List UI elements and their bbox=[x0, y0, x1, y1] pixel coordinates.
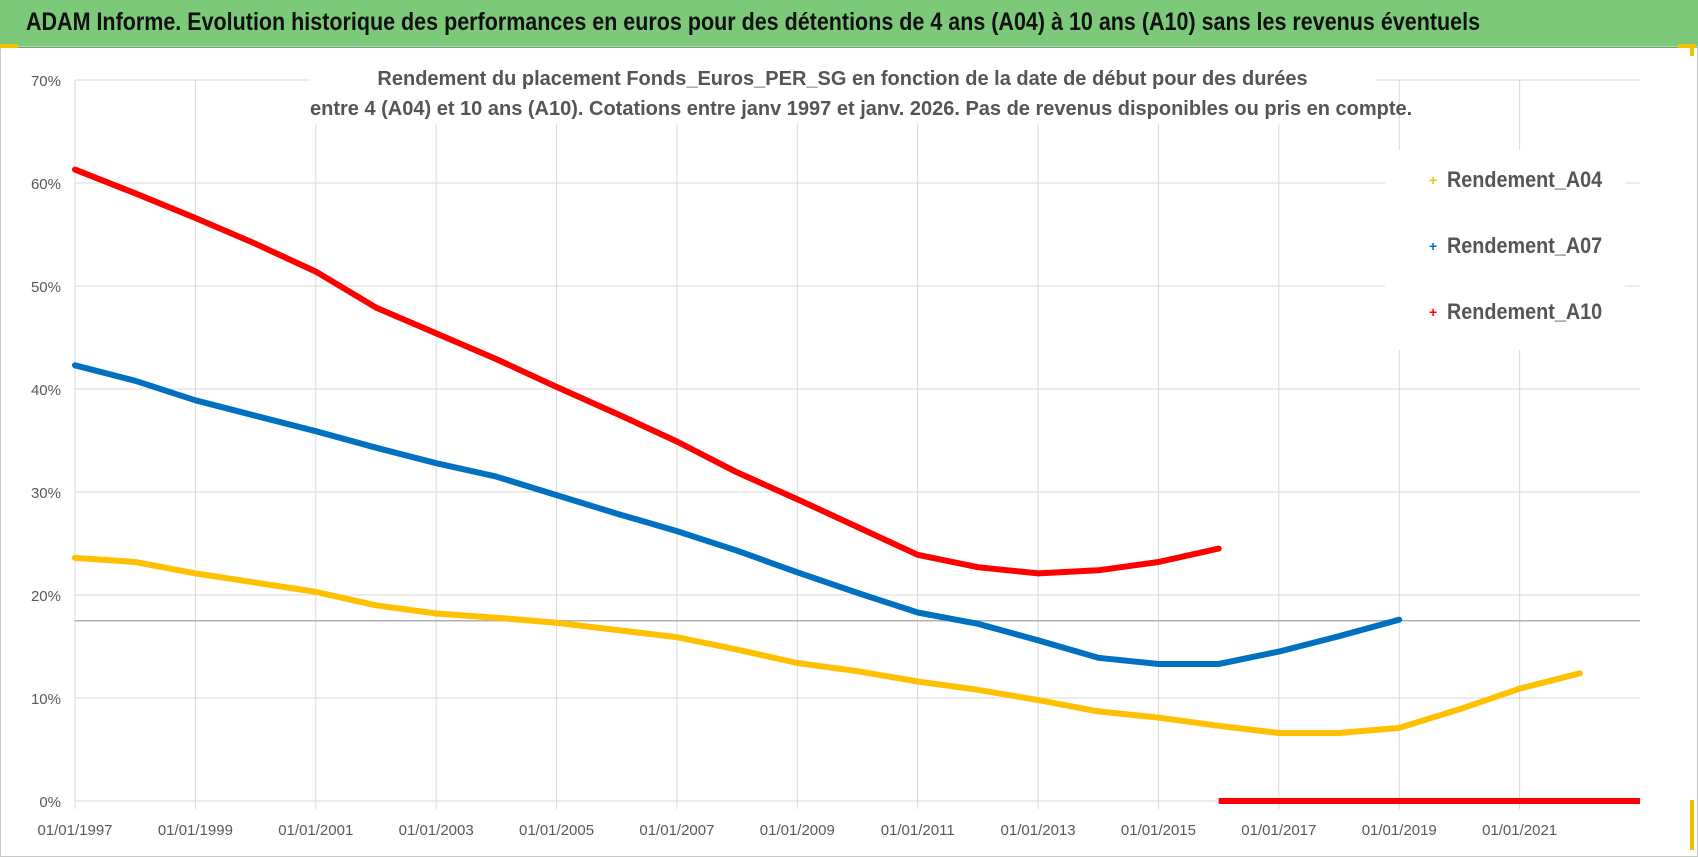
chart-title: Rendement du placement Fonds_Euros_PER_S… bbox=[310, 64, 1413, 124]
x-tick-label: 01/01/2001 bbox=[278, 822, 353, 839]
corner-mark-top-left bbox=[0, 44, 18, 48]
y-tick-label: 70% bbox=[31, 73, 61, 90]
x-tick-label: 01/01/1997 bbox=[37, 822, 112, 839]
y-tick-label: 0% bbox=[39, 794, 61, 811]
chart-legend: + Rendement_A04 + Rendement_A07 + Rendem… bbox=[1385, 150, 1625, 350]
legend-marker-a04: + bbox=[1429, 172, 1438, 188]
series-line-rendement_a10 bbox=[72, 166, 1222, 577]
y-tick-label: 30% bbox=[31, 485, 61, 502]
x-tick-label: 01/01/2011 bbox=[881, 822, 955, 839]
y-tick-label: 20% bbox=[31, 588, 61, 605]
corner-mark-bottom-right bbox=[1690, 800, 1694, 850]
report-title: ADAM Informe. Evolution historique des p… bbox=[26, 8, 1481, 36]
x-tick-label: 01/01/2005 bbox=[519, 822, 594, 839]
report-header: ADAM Informe. Evolution historique des p… bbox=[0, 0, 1698, 48]
y-tick-label: 50% bbox=[31, 279, 61, 296]
x-tick-label: 01/01/2003 bbox=[399, 822, 474, 839]
legend-item-a07: Rendement_A07 bbox=[1447, 233, 1603, 258]
x-tick-label: 01/01/2013 bbox=[1001, 822, 1076, 839]
legend-item-a04: Rendement_A04 bbox=[1447, 167, 1603, 192]
chart-title-line-1: Rendement du placement Fonds_Euros_PER_S… bbox=[377, 68, 1308, 90]
corner-mark-right bbox=[1690, 44, 1694, 56]
chart-title-line-2: entre 4 (A04) et 10 ans (A10). Cotations… bbox=[310, 98, 1413, 120]
y-tick-label: 40% bbox=[31, 382, 61, 399]
legend-marker-a07: + bbox=[1429, 238, 1438, 254]
series-line-rendement_a07 bbox=[72, 362, 1403, 667]
x-tick-label: 01/01/2015 bbox=[1121, 822, 1196, 839]
x-tick-label: 01/01/2021 bbox=[1482, 822, 1557, 839]
x-tick-label: 01/01/2017 bbox=[1241, 822, 1316, 839]
legend-marker-a10: + bbox=[1429, 304, 1438, 320]
corner-mark-top-right bbox=[1678, 44, 1696, 48]
x-tick-label: 01/01/2019 bbox=[1362, 822, 1437, 839]
series-line-rendement_a04 bbox=[72, 554, 1583, 736]
x-tick-label: 01/01/2009 bbox=[760, 822, 835, 839]
legend-item-a10: Rendement_A10 bbox=[1447, 299, 1603, 324]
x-tick-label: 01/01/1999 bbox=[158, 822, 233, 839]
x-tick-label: 01/01/2007 bbox=[639, 822, 714, 839]
y-tick-label: 10% bbox=[31, 691, 61, 708]
y-tick-label: 60% bbox=[31, 176, 61, 193]
